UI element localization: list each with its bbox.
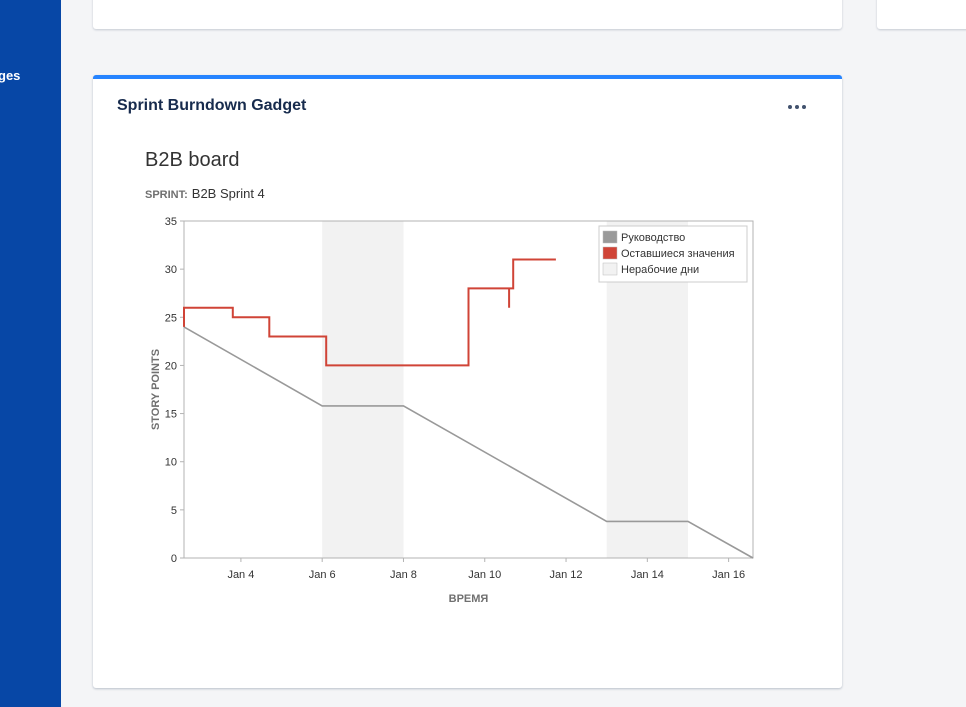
y-tick-label: 25 <box>165 312 177 324</box>
sprint-burndown-gadget: Sprint Burndown Gadget B2B board SPRINT:… <box>93 75 842 688</box>
burndown-chart: 0 5 10 15 20 25 30 35 Jan 4 Jan 6 Jan 8 Jan 10 Jan 1… <box>150 216 754 605</box>
x-tick-label: Jan 6 <box>309 569 336 581</box>
board-name: B2B board <box>145 149 240 171</box>
x-tick-label: Jan 8 <box>390 569 417 581</box>
non-working-band <box>322 221 404 558</box>
more-horizontal-icon <box>802 105 806 109</box>
plot-area <box>183 220 754 559</box>
y-tick-label: 20 <box>165 360 177 372</box>
legend-entry: Оставшиеся значения <box>621 248 735 260</box>
sprint-info: SPRINT: B2B Sprint 4 <box>145 186 265 201</box>
x-tick-label: Jan 10 <box>468 569 501 581</box>
dashboard-card-top-right <box>877 0 966 29</box>
x-tick-label: Jan 12 <box>550 569 583 581</box>
sprint-name: B2B Sprint 4 <box>191 186 265 201</box>
y-tick-label: 10 <box>165 457 177 469</box>
y-tick-label: 5 <box>171 505 177 517</box>
y-tick-label: 30 <box>165 264 177 276</box>
remaining-values-line <box>183 258 556 367</box>
gadget-title: Sprint Burndown Gadget <box>117 97 307 114</box>
more-horizontal-icon <box>788 105 792 109</box>
dashboard-card-top-left <box>93 0 842 29</box>
x-axis-label: ВРЕМЯ <box>449 593 489 605</box>
legend-swatch <box>602 230 618 244</box>
legend-swatch <box>602 246 618 260</box>
more-horizontal-icon <box>795 105 799 109</box>
y-tick-label: 0 <box>171 553 177 565</box>
y-tick-label: 35 <box>165 216 177 228</box>
guideline-line <box>183 326 754 559</box>
x-tick-label: Jan 14 <box>631 569 664 581</box>
y-tick-label: 15 <box>165 409 177 421</box>
sprint-label: SPRINT: <box>145 189 188 201</box>
x-tick-label: Jan 16 <box>712 569 745 581</box>
sidebar-item-label[interactable]: ges <box>0 68 21 83</box>
y-axis-label: STORY POINTS <box>150 349 162 430</box>
legend-entry: Руководство <box>621 232 685 244</box>
legend-entry: Нерабочие дни <box>621 264 699 276</box>
legend-swatch <box>602 262 618 276</box>
legend <box>598 225 748 283</box>
sidebar: ges <box>0 0 61 707</box>
more-options-button[interactable] <box>783 97 811 117</box>
x-tick-label: Jan 4 <box>227 569 254 581</box>
